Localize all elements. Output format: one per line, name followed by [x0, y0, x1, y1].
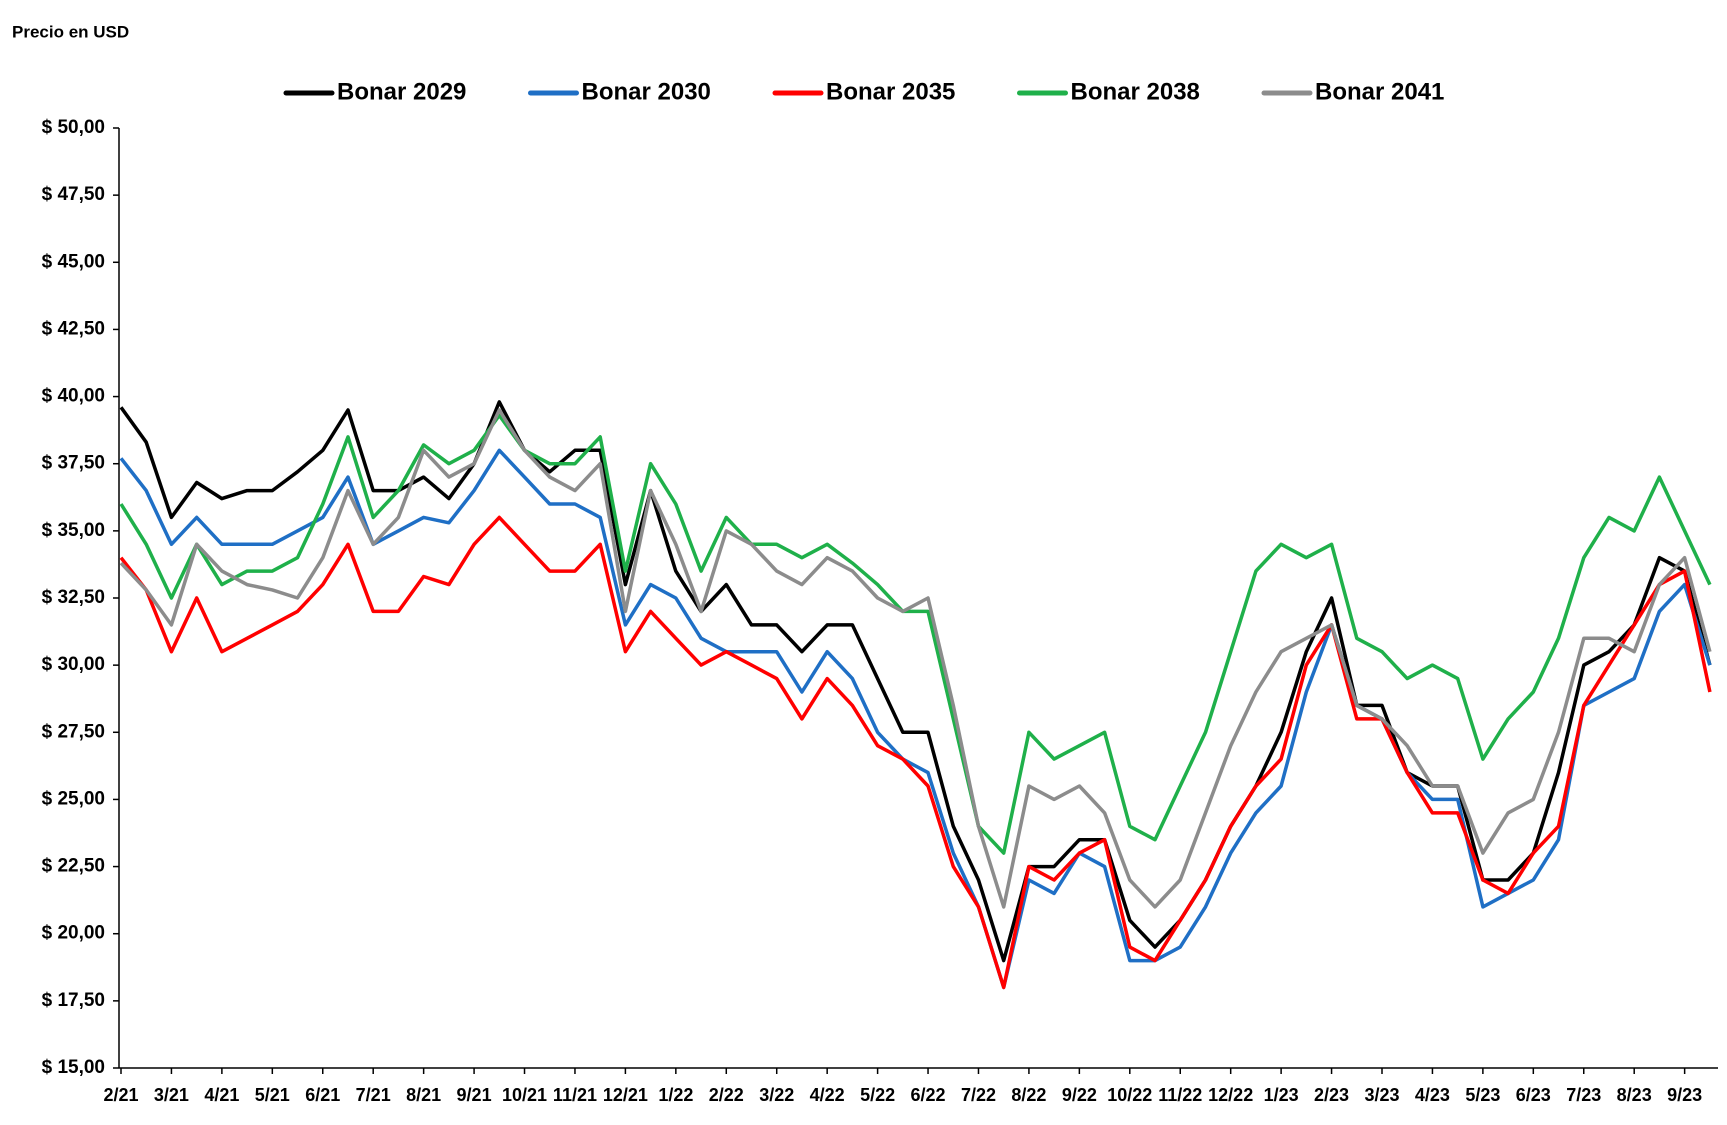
x-tick-label: 11/22	[1158, 1085, 1202, 1105]
y-tick-label: $ 17,50	[42, 990, 105, 1011]
legend-label: Bonar 2041	[1315, 78, 1444, 105]
x-tick-label: 2/23	[1314, 1085, 1349, 1105]
series-line	[119, 515, 1712, 990]
x-tick-label: 4/21	[204, 1085, 239, 1105]
x-tick-label: 8/22	[1011, 1085, 1046, 1105]
y-tick-label: $ 37,50	[42, 453, 105, 474]
x-tick-label: 6/23	[1516, 1085, 1551, 1105]
y-tick-label: $ 22,50	[42, 856, 105, 877]
y-axis-title: Precio en USD	[12, 22, 129, 41]
x-tick-label: 3/23	[1364, 1085, 1399, 1105]
y-tick-label: $ 35,00	[42, 520, 105, 541]
x-tick-label: 6/22	[911, 1085, 946, 1105]
x-tick-label: 8/23	[1617, 1085, 1652, 1105]
x-tick-label: 7/22	[961, 1085, 996, 1105]
series-line	[119, 400, 1712, 963]
legend-label: Bonar 2030	[582, 78, 711, 105]
x-tick-label: 10/22	[1107, 1085, 1152, 1105]
y-tick-label: $ 20,00	[42, 923, 105, 944]
x-tick-label: 8/21	[406, 1085, 441, 1105]
y-tick-label: $ 30,00	[42, 654, 105, 675]
legend-label: Bonar 2035	[826, 78, 955, 105]
legend-label: Bonar 2038	[1071, 78, 1200, 105]
x-tick-label: 5/21	[255, 1085, 290, 1105]
x-tick-label: 10/21	[502, 1085, 547, 1105]
y-tick-label: $ 45,00	[42, 251, 105, 272]
x-tick-label: 5/22	[860, 1085, 895, 1105]
x-tick-label: 1/23	[1264, 1085, 1299, 1105]
x-tick-label: 12/22	[1208, 1085, 1253, 1105]
y-tick-label: $ 50,00	[42, 117, 105, 138]
legend-label: Bonar 2029	[337, 78, 466, 105]
series-line	[119, 408, 1712, 909]
y-tick-label: $ 47,50	[42, 184, 105, 205]
x-tick-label: 6/21	[305, 1085, 340, 1105]
x-tick-label: 1/22	[658, 1085, 693, 1105]
x-tick-label: 9/21	[457, 1085, 492, 1105]
x-tick-label: 7/21	[356, 1085, 391, 1105]
x-tick-label: 9/22	[1062, 1085, 1097, 1105]
y-tick-label: $ 27,50	[42, 721, 105, 742]
y-tick-label: $ 42,50	[42, 318, 105, 339]
x-tick-label: 2/22	[709, 1085, 744, 1105]
x-tick-label: 7/23	[1566, 1085, 1601, 1105]
x-tick-label: 12/21	[603, 1085, 648, 1105]
x-tick-label: 3/21	[154, 1085, 189, 1105]
y-tick-label: $ 15,00	[42, 1057, 105, 1078]
x-tick-label: 4/23	[1415, 1085, 1450, 1105]
y-tick-label: $ 25,00	[42, 788, 105, 809]
series-line	[119, 413, 1712, 855]
x-tick-label: 2/21	[103, 1085, 138, 1105]
x-tick-label: 9/23	[1667, 1085, 1702, 1105]
x-tick-label: 3/22	[759, 1085, 794, 1105]
x-tick-label: 4/22	[810, 1085, 845, 1105]
y-tick-label: $ 32,50	[42, 587, 105, 608]
x-tick-label: 11/21	[553, 1085, 597, 1105]
x-tick-label: 5/23	[1465, 1085, 1500, 1105]
y-tick-label: $ 40,00	[42, 386, 105, 407]
series-line	[119, 448, 1712, 990]
